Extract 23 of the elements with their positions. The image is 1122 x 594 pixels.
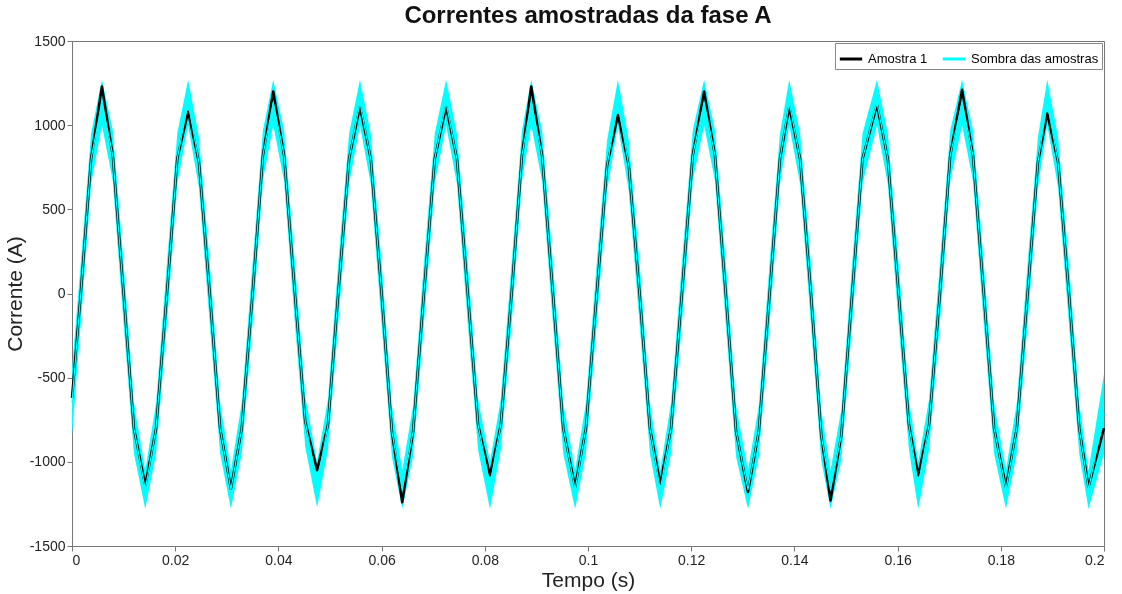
legend-label: Amostra 1 [868, 51, 928, 66]
y-axis-title: Corrente (A) [2, 236, 26, 352]
x-tick-label: 0 [72, 551, 81, 568]
y-tick-label: 1000 [34, 116, 66, 133]
x-axis-title: Tempo (s) [541, 567, 636, 591]
y-tick-label: 1500 [34, 32, 66, 49]
y-tick-label: -1500 [29, 537, 66, 554]
x-tick-label: 0.18 [987, 551, 1016, 568]
x-tick-label: 0.14 [781, 551, 809, 568]
chart-title: Correntes amostradas da fase A [404, 1, 772, 28]
y-tick-label: -500 [37, 369, 66, 386]
legend-label: Sombra das amostras [971, 51, 1099, 66]
x-tick-label: 0.06 [368, 551, 396, 568]
y-tick-label: 500 [42, 200, 66, 217]
x-tick-label: 0.08 [471, 551, 500, 568]
y-tick-label: -1000 [29, 453, 66, 470]
x-tick-label: 0.04 [265, 551, 293, 568]
x-tick-label: 0.02 [162, 551, 190, 568]
x-tick-label: 0.1 [578, 551, 599, 568]
y-tick-label: 0 [57, 285, 66, 301]
x-tick-label: 0.12 [678, 551, 706, 568]
x-tick-label: 0.16 [884, 551, 912, 568]
x-tick-label: 0.2 [1085, 551, 1105, 568]
